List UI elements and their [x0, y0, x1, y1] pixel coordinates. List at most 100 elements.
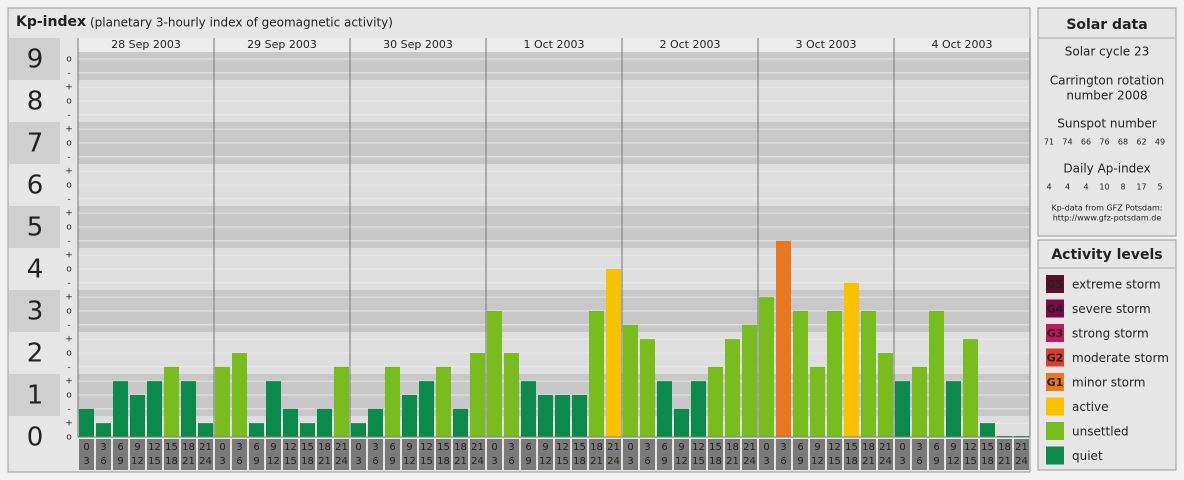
hour-label: 6	[525, 442, 531, 453]
hour-label: 12	[148, 442, 161, 453]
hour-label: 3	[916, 442, 922, 453]
y-tick-label: 3	[27, 297, 44, 327]
source: http://www.gfz-potsdam.de	[1053, 214, 1162, 223]
solar-panel	[1037, 7, 1177, 237]
legend-label: severe storm	[1072, 302, 1151, 316]
legend-code: G4	[1047, 303, 1064, 316]
legend-label: strong storm	[1072, 327, 1149, 341]
legend-swatch	[1046, 373, 1064, 391]
sunspot-number: 76	[1099, 138, 1109, 147]
hour-label: 6	[916, 456, 922, 467]
y-tick-label: 2	[27, 339, 44, 369]
sunspot-number: 49	[1155, 138, 1165, 147]
minor-column	[60, 38, 78, 437]
hour-label: 15	[692, 456, 705, 467]
hour-label: 0	[83, 442, 89, 453]
hour-label: 12	[403, 456, 416, 467]
hour-box	[436, 439, 451, 470]
hour-label: 18	[573, 456, 586, 467]
y-tick-label: 6	[27, 171, 44, 201]
hour-label: 18	[862, 442, 875, 453]
minor-tick-label: -	[67, 278, 70, 288]
hour-label: 3	[763, 456, 769, 467]
hour-label: 24	[743, 456, 756, 467]
hour-label: 21	[879, 442, 892, 453]
hour-label: 21	[862, 456, 875, 467]
hour-label: 9	[134, 442, 140, 453]
band	[9, 290, 60, 332]
bar	[470, 353, 485, 437]
bar	[181, 381, 196, 437]
hour-label: 9	[678, 442, 684, 453]
minor-tick-label: -	[67, 110, 70, 120]
minor-tick-label: o	[66, 265, 72, 275]
bar	[300, 423, 315, 437]
bar	[113, 381, 128, 437]
ap-number: 5	[1157, 183, 1162, 192]
hour-label: 21	[318, 456, 331, 467]
hour-label: 24	[335, 456, 348, 467]
minor-tick-label: o	[66, 349, 72, 359]
hour-box	[980, 439, 995, 470]
hour-label: 18	[454, 442, 467, 453]
hour-box	[572, 439, 587, 470]
hour-label: 6	[661, 442, 667, 453]
y-tick-label: 9	[27, 45, 44, 75]
minor-tick-label: +	[65, 335, 73, 345]
legend-label: extreme storm	[1072, 278, 1161, 292]
bar	[759, 297, 774, 437]
minor-tick-label: -	[67, 236, 70, 246]
hour-label: 18	[981, 456, 994, 467]
sunspot-number: 74	[1062, 138, 1072, 147]
ap-number: 4	[1046, 183, 1051, 192]
hour-label: 6	[389, 442, 395, 453]
legend-swatch	[1046, 324, 1064, 342]
bar	[249, 423, 264, 437]
hour-label: 9	[797, 456, 803, 467]
carrington: Carrington rotation	[1050, 74, 1164, 88]
bar	[742, 324, 757, 437]
hour-label: 15	[420, 456, 433, 467]
hour-box	[317, 439, 332, 470]
hour-label: 21	[199, 442, 212, 453]
minor-tick-label: +	[65, 377, 73, 387]
hour-box	[725, 439, 740, 470]
hour-box	[895, 439, 910, 470]
hour-label: 21	[454, 456, 467, 467]
hour-box	[351, 439, 366, 470]
bar	[402, 395, 417, 437]
hour-box	[368, 439, 383, 470]
hour-label: 6	[933, 442, 939, 453]
hour-label: 15	[828, 456, 841, 467]
hour-label: 9	[117, 456, 123, 467]
bar	[946, 381, 961, 437]
sunspot-title: Sunspot number	[1057, 117, 1156, 131]
bar	[555, 395, 570, 437]
hour-label: 9	[253, 456, 259, 467]
legend-swatch	[1046, 275, 1064, 293]
bar	[96, 423, 111, 437]
bar	[827, 311, 842, 437]
hour-box	[130, 439, 145, 470]
hour-label: 12	[267, 456, 280, 467]
hour-label: 9	[542, 442, 548, 453]
hour-box	[640, 439, 655, 470]
hour-label: 15	[284, 456, 297, 467]
hour-label: 24	[607, 456, 620, 467]
minor-tick-label: +	[65, 293, 73, 303]
minor-tick-label: -	[67, 362, 70, 372]
bar	[351, 423, 366, 437]
day-label: 3 Oct 2003	[795, 38, 856, 51]
hour-box	[946, 439, 961, 470]
hour-label: 21	[998, 456, 1011, 467]
minor-tick-label: +	[65, 419, 73, 429]
minor-tick-label: -	[67, 68, 70, 78]
hour-label: 15	[301, 442, 314, 453]
hour-box	[79, 439, 94, 470]
bar	[385, 366, 400, 437]
header-bar	[9, 9, 1029, 35]
hour-label: 21	[726, 456, 739, 467]
hour-box	[538, 439, 553, 470]
hour-label: 15	[845, 442, 858, 453]
hour-label: 3	[491, 456, 497, 467]
